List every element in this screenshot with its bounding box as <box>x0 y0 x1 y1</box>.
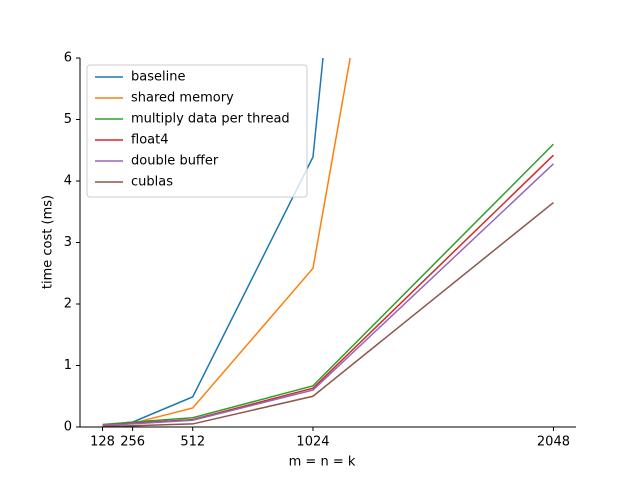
y-tick-label: 0 <box>64 420 72 435</box>
legend-label: float4 <box>131 133 168 148</box>
legend-label: multiply data per thread <box>131 112 290 127</box>
x-tick-label: 2048 <box>537 435 570 450</box>
series-line <box>102 143 554 426</box>
y-tick-label: 2 <box>64 297 72 312</box>
legend-label: shared memory <box>131 91 234 106</box>
x-tick-label: 512 <box>180 435 205 450</box>
x-axis-label: m = n = k <box>289 455 356 470</box>
series-line <box>102 201 554 427</box>
y-axis-label: time cost (ms) <box>41 195 56 289</box>
legend-label: cublas <box>131 175 173 190</box>
y-tick-label: 6 <box>64 51 72 66</box>
x-tick-label: 256 <box>120 435 145 450</box>
x-tick-label: 1024 <box>296 435 329 450</box>
y-tick-label: 3 <box>64 235 72 250</box>
legend-box <box>86 64 308 198</box>
x-tick-label: 128 <box>90 435 115 450</box>
y-tick-label: 1 <box>64 358 72 373</box>
y-tick-label: 4 <box>64 174 72 189</box>
y-tick-label: 5 <box>64 112 72 127</box>
series-line <box>102 163 554 426</box>
legend-label: double buffer <box>131 154 219 169</box>
plot-lines <box>102 58 554 427</box>
legend-label: baseline <box>131 70 185 85</box>
